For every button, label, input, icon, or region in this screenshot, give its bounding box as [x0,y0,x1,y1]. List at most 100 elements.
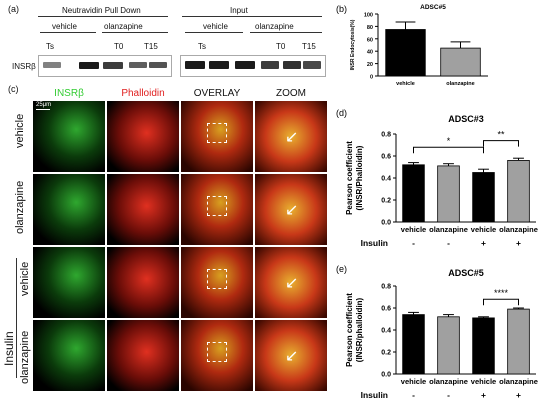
chart-title: ADSC#3 [448,114,484,124]
insulin-bracket [16,258,17,378]
x-tick-label: vehicle [396,81,415,87]
insulin-row-label: Insulin [361,390,388,400]
time-label-1: Ts [46,42,54,51]
y-tick-label: 0.2 [381,198,391,205]
microscopy-image [32,100,106,173]
y-axis-label: INSR Endocytosis(%) [350,19,356,70]
time-label-3: T15 [144,42,158,51]
y-tick-label: 0.4 [381,176,391,183]
bar [507,160,530,223]
y-tick-label: 0 [370,75,373,81]
panel-tag: (d) [336,108,347,118]
arrow-icon: ↙ [285,346,299,365]
col-header-phalloidin: Phalloidin [121,88,165,99]
insulin-sign: - [412,390,415,400]
blot-input [180,55,326,77]
y-tick-label: 100 [364,13,373,19]
bar [440,47,481,77]
microscopy-image [180,100,254,173]
significance-bracket [413,146,484,154]
olanzapine-label-a2: olanzapine [255,22,294,31]
x-tick-label: olanzapine [429,225,468,234]
chart-e: (e) ADSC#5 0.0 0.2 0.4 0.6 0.8 Pearson coeffici… [336,264,538,400]
chart-title: ADSC#5 [448,268,484,278]
row-label-vehicle-1: vehicle [14,113,26,148]
y-tick-label: 60 [367,37,373,43]
x-tick-label: vehicle [471,377,496,386]
vehicle-line-a2 [185,32,243,33]
x-tick-label: olanzapine [446,81,474,87]
insulin-sign: + [481,238,486,248]
blot-band [303,61,321,69]
y-tick-label: 0.6 [381,154,391,161]
microscopy-image [32,246,106,319]
x-tick-label: vehicle [471,225,496,234]
zoom-region-box [207,123,227,143]
scale-bar [36,109,50,110]
y-axis-label: (INSR/phalloidin) [355,297,364,362]
input-group-label: Input [230,6,248,15]
x-tick-label: olanzapine [499,225,538,234]
input-group-line [182,16,322,17]
olanzapine-line-a1 [102,32,168,33]
arrow-icon: ↙ [285,200,299,219]
bar [472,172,495,223]
y-tick-label: 0.2 [381,350,391,357]
arrow-icon: ↙ [285,127,299,146]
microscopy-image: ↙ [254,319,328,392]
olanzapine-line-a2 [250,32,322,33]
significance-label: **** [494,288,509,298]
insulin-sign: + [516,390,521,400]
y-axis-label: Pearson coefficient [345,141,354,215]
y-tick-label: 0.8 [381,284,391,291]
insulin-row-label: Insulin [361,238,388,248]
y-tick-label: 40 [367,50,373,56]
panel-c-tag: (c) [8,84,19,94]
time-label-2: T0 [114,42,124,51]
insulin-sign: - [412,238,415,248]
blot-band [129,62,147,68]
time-label-6: T15 [302,42,316,51]
vehicle-line-a1 [40,32,96,33]
vehicle-label-a1: vehicle [52,22,77,31]
col-header-overlay: OVERLAY [193,88,241,99]
microscopy-image [180,246,254,319]
microscopy-image [32,319,106,392]
insulin-label: Insulin [2,331,16,366]
bar [402,164,425,223]
bar [402,314,425,375]
olanzapine-label-a1: olanzapine [104,22,143,31]
x-tick-label: olanzapine [429,377,468,386]
time-label-5: T0 [276,42,286,51]
blot-band [283,61,301,69]
arrow-icon: ↙ [285,273,299,292]
y-tick-label: 0.0 [381,220,391,227]
panel-tag: (e) [336,264,347,274]
x-tick-label: vehicle [401,225,426,234]
y-axis-label: (INSR/Phalloidin) [355,145,364,210]
microscopy-image: ↙ [254,100,328,173]
bar [385,29,426,77]
time-label-4: Ts [198,42,206,51]
insulin-sign: - [447,238,450,248]
pulldown-group-label: Neutravidin Pull Down [62,6,141,15]
y-tick-label: 0.4 [381,328,391,335]
chart-b: (b) ADSC#5 0 20 40 60 80 100 INSR Endocytosis(%)… [336,4,488,87]
microscopy-image [106,319,180,392]
microscopy-image: ↙ [254,246,328,319]
blot-band [43,62,61,68]
microscopy-image: ↙ [254,173,328,246]
zoom-region-box [207,196,227,216]
blot-band [149,62,167,68]
scale-bar-label: 25μm [36,102,52,108]
significance-bracket [483,140,519,147]
panel-a-tag: (a) [8,4,19,14]
panel-tag: (b) [336,4,347,14]
blot-band [235,61,255,69]
col-header-insr: INSRβ [54,88,84,99]
row-label-olanzapine-2: olanzapine [19,330,31,384]
bar [437,316,460,375]
microscopy-image [106,173,180,246]
y-tick-label: 0.8 [381,132,391,139]
bar [472,317,495,375]
